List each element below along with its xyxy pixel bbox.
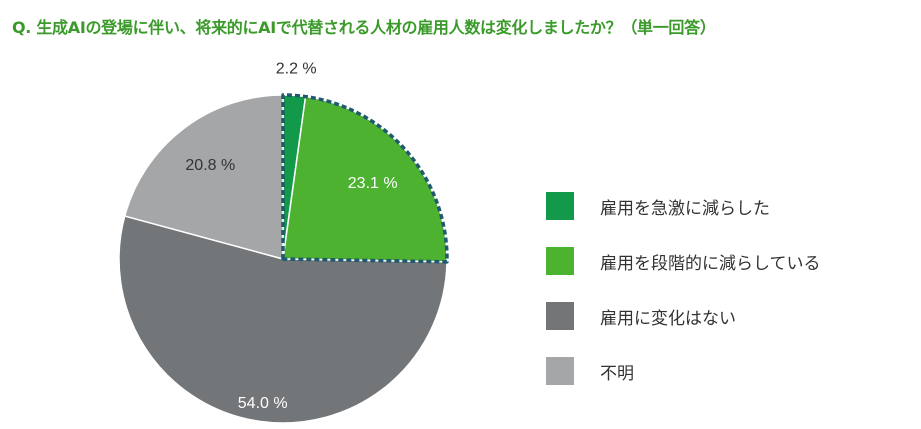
data-label: 2.2 % [276, 61, 317, 78]
legend-label: 雇用を段階的に減らしている [600, 253, 821, 274]
highlight-outline [281, 93, 449, 264]
question-title: Q. 生成AIの登場に伴い、将来的にAIで代替される人材の雇用人数は変化しました… [12, 18, 716, 37]
legend-item: 雇用に変化はない [546, 302, 821, 330]
legend-swatch [546, 357, 574, 385]
legend-swatch [546, 247, 574, 275]
legend-label: 雇用に変化はない [600, 308, 736, 329]
legend-item: 雇用を段階的に減らしている [546, 247, 821, 275]
data-label: 23.1 % [348, 175, 398, 192]
legend-item: 不明 [546, 357, 821, 385]
pie-slice [123, 94, 284, 260]
legend-label: 雇用を急激に減らした [600, 198, 770, 219]
legend-item: 雇用を急激に減らした [546, 192, 821, 220]
data-label: 54.0 % [238, 395, 288, 412]
pie-slice [118, 215, 448, 424]
legend: 雇用を急激に減らした 雇用を段階的に減らしている 雇用に変化はない 不明 [546, 192, 821, 412]
legend-label: 不明 [600, 363, 634, 384]
legend-swatch [546, 302, 574, 330]
legend-swatch [546, 192, 574, 220]
data-label: 20.8 % [185, 157, 235, 174]
